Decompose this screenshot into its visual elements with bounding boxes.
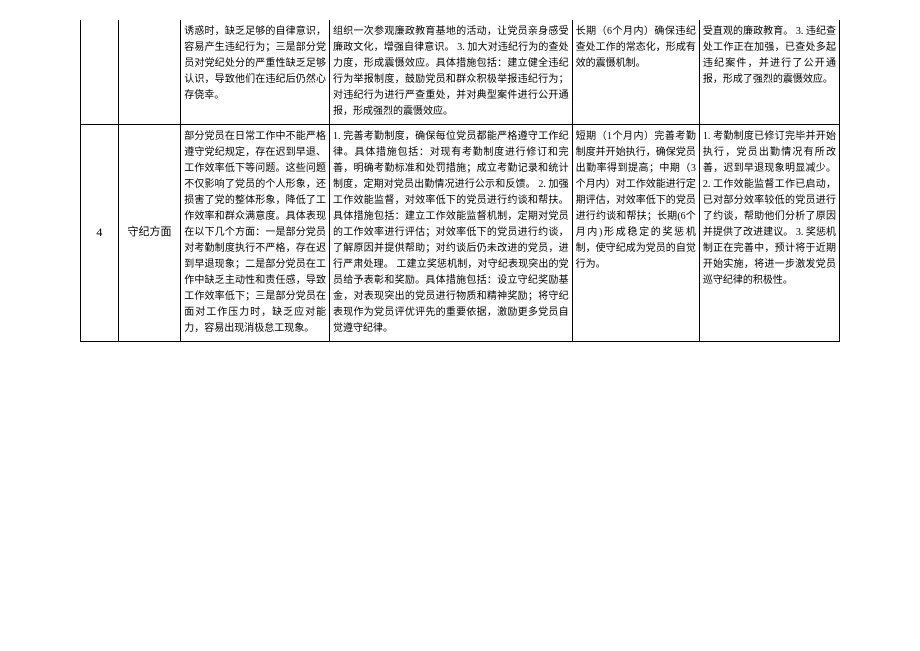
deadline-cell: 长期（6个月内）确保违纪查处工作的常态化，形成有效的震慑机制。 xyxy=(572,20,699,125)
aspect-cell xyxy=(118,20,181,125)
aspect-cell: 守纪方面 xyxy=(118,125,181,342)
table-row: 诱惑时，缺乏足够的自律意识，容易产生违纪行为；三是部分党员对党纪处分的严重性缺乏… xyxy=(81,20,840,125)
measure-cell: 组织一次参观廉政教育基地的活动，让党员亲身感受廉政文化，增强自律意识。 3. 加… xyxy=(330,20,573,125)
measure-cell: 1. 完善考勤制度，确保每位党员都能严格遵守工作纪律。具体措施包括：对现有考勤制… xyxy=(330,125,573,342)
problem-cell: 诱惑时，缺乏足够的自律意识，容易产生违纪行为；三是部分党员对党纪处分的严重性缺乏… xyxy=(181,20,330,125)
row-number-cell xyxy=(81,20,119,125)
table-row: 4 守纪方面 部分党员在日常工作中不能严格遵守党纪规定，存在迟到早退、工作效率低… xyxy=(81,125,840,342)
deadline-cell: 短期（1个月内）完善考勤制度并开始执行，确保党员出勤率得到提高；中期（3个月内）… xyxy=(572,125,699,342)
progress-cell: 1. 考勤制度已修订完毕并开始执行，党员出勤情况有所改善，迟到早退现象明显减少。… xyxy=(699,125,839,342)
rectification-table: 诱惑时，缺乏足够的自律意识，容易产生违纪行为；三是部分党员对党纪处分的严重性缺乏… xyxy=(80,20,840,342)
problem-cell: 部分党员在日常工作中不能严格遵守党纪规定，存在迟到早退、工作效率低下等问题。这些… xyxy=(181,125,330,342)
row-number-cell: 4 xyxy=(81,125,119,342)
progress-cell: 受直观的廉政教育。 3. 违纪查处工作正在加强，已查处多起违纪案件，并进行了公开… xyxy=(699,20,839,125)
